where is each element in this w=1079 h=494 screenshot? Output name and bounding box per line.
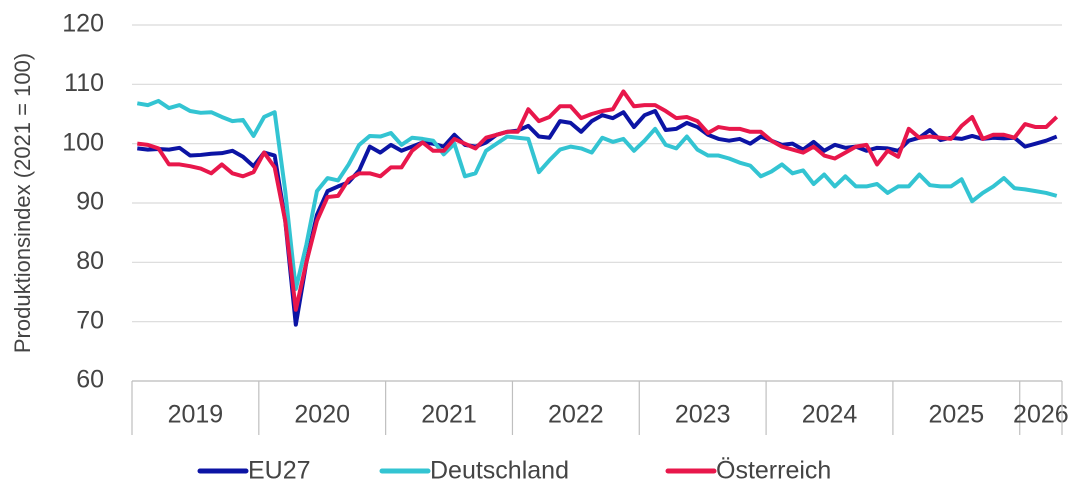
x-tick-label: 2019 [168, 401, 224, 429]
legend-label: EU27 [248, 457, 311, 485]
y-tick-label: 80 [76, 247, 104, 275]
y-tick-label: 90 [76, 188, 104, 216]
legend-label: Deutschland [430, 457, 569, 485]
series-line [137, 89, 1059, 312]
y-tick-label: 60 [76, 366, 104, 394]
x-tick-label: 2024 [802, 401, 858, 429]
x-tick-label: 2023 [675, 401, 731, 429]
x-tick-label: 2020 [294, 401, 350, 429]
y-tick-label: 110 [64, 69, 104, 97]
series-line [136, 98, 1058, 292]
x-tick-label: 2022 [548, 401, 604, 429]
y-tick-label: 120 [62, 10, 104, 38]
x-tick-label: 2025 [929, 401, 985, 429]
y-tick-label: 70 [76, 306, 104, 334]
y-axis-label: Produktionsindex (2021 = 100) [10, 53, 35, 353]
x-tick-label: 2026 [1013, 401, 1069, 429]
legend-label: Österreich [716, 457, 831, 485]
x-tick-label: 2021 [421, 401, 477, 429]
y-tick-label: 100 [62, 128, 104, 156]
